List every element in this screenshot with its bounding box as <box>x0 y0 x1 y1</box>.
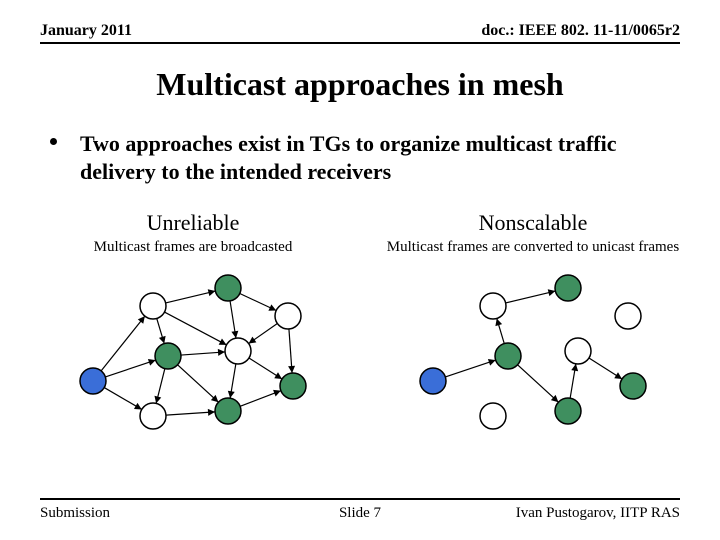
edge <box>518 365 559 402</box>
edge <box>445 360 495 377</box>
edge <box>105 360 155 377</box>
two-columns: Unreliable Multicast frames are broadcas… <box>38 210 688 451</box>
right-network-diagram <box>403 266 663 446</box>
edge <box>178 365 219 402</box>
arrowhead-icon <box>548 289 556 296</box>
edge <box>506 291 556 303</box>
node-receiver <box>155 343 181 369</box>
node-receiver <box>495 343 521 369</box>
bullet-dot-icon <box>50 138 57 145</box>
arrowhead-icon <box>249 337 257 344</box>
bullet-text: Two approaches exist in TGs to organize … <box>80 130 670 185</box>
node-other <box>565 338 591 364</box>
node-receiver <box>215 275 241 301</box>
arrowhead-icon <box>148 359 156 366</box>
edge <box>166 412 215 415</box>
header-rule <box>40 42 680 44</box>
bullet-item: Two approaches exist in TGs to organize … <box>54 130 670 185</box>
node-source <box>80 368 106 394</box>
node-other <box>140 293 166 319</box>
right-column: Nonscalable Multicast frames are convert… <box>378 210 688 451</box>
footer-slide-number: Slide 7 <box>339 505 381 522</box>
arrowhead-icon <box>571 364 578 371</box>
arrowhead-icon <box>288 366 295 373</box>
node-receiver <box>555 275 581 301</box>
arrowhead-icon <box>231 331 238 338</box>
node-other <box>480 403 506 429</box>
edge <box>164 312 226 345</box>
node-other <box>140 403 166 429</box>
left-col-subtitle: Multicast frames are broadcasted <box>38 238 348 256</box>
node-receiver <box>620 373 646 399</box>
edge <box>166 291 216 303</box>
arrowhead-icon <box>138 316 145 324</box>
left-col-title: Unreliable <box>38 210 348 236</box>
footer-author: Ivan Pustogarov, IITP RAS <box>516 505 680 522</box>
edge <box>101 316 145 371</box>
right-col-subtitle: Multicast frames are converted to unicas… <box>378 238 688 256</box>
arrowhead-icon <box>208 409 215 416</box>
arrowhead-icon <box>208 289 216 296</box>
slide-title: Multicast approaches in mesh <box>0 66 720 103</box>
node-source <box>420 368 446 394</box>
node-receiver <box>555 398 581 424</box>
right-col-title: Nonscalable <box>378 210 688 236</box>
arrowhead-icon <box>154 396 161 404</box>
footer-rule <box>40 498 680 500</box>
node-other <box>275 303 301 329</box>
arrowhead-icon <box>274 372 282 379</box>
node-receiver <box>280 373 306 399</box>
header-date: January 2011 <box>40 22 132 40</box>
node-other <box>480 293 506 319</box>
node-receiver <box>215 398 241 424</box>
arrowhead-icon <box>218 349 225 356</box>
node-other <box>615 303 641 329</box>
left-network-diagram <box>63 266 323 446</box>
arrowhead-icon <box>159 336 166 344</box>
footer-left: Submission <box>40 505 110 522</box>
node-other <box>225 338 251 364</box>
slide-footer: Submission Slide 7 Ivan Pustogarov, IITP… <box>40 505 680 522</box>
arrowhead-icon <box>495 318 502 326</box>
header-docid: doc.: IEEE 802. 11-11/0065r2 <box>481 22 680 40</box>
arrowhead-icon <box>488 359 496 366</box>
arrowhead-icon <box>614 372 622 379</box>
left-column: Unreliable Multicast frames are broadcas… <box>38 210 348 451</box>
arrowhead-icon <box>228 391 235 398</box>
